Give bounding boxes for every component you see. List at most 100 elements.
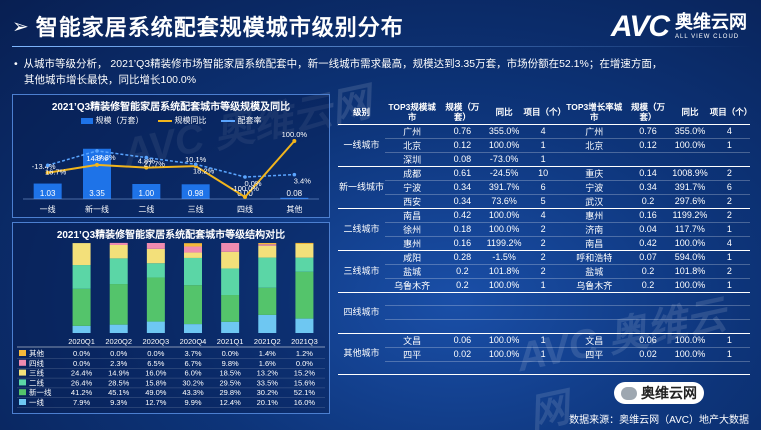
bar-value-label: 0.98 xyxy=(188,189,204,198)
stack-segment xyxy=(221,251,240,269)
arrow-icon: ➢ xyxy=(12,15,30,38)
table-cell: 0.76 xyxy=(624,124,672,139)
stack-segment xyxy=(184,285,202,325)
table-cell: 广州 xyxy=(563,124,625,139)
legend-bar-swatch xyxy=(80,117,93,124)
table-cell: 6 xyxy=(522,180,564,195)
scale-bar xyxy=(181,184,210,199)
table-row: 三线城市 咸阳 0.28 -1.5% 2 呼和浩特 0.07 594.0% 1 xyxy=(338,250,750,293)
table-cell: 0.07 xyxy=(624,250,672,265)
table-cell: 1 xyxy=(522,347,564,362)
legend-yoy: 规模同比 xyxy=(157,115,207,126)
table-cell: 0.02 xyxy=(439,347,486,362)
table-cell: 徐州 xyxy=(385,222,440,237)
stack-segment xyxy=(146,263,165,278)
table-cell: 2 xyxy=(522,222,564,237)
table-cell xyxy=(485,319,523,334)
table-cell: 2 xyxy=(708,166,750,181)
table-cell: 1 xyxy=(708,222,750,237)
logo-en-text: ALL VIEW CLOUD xyxy=(675,34,740,40)
table-cell xyxy=(624,292,672,307)
table-header-cell: 项目（个） xyxy=(522,100,566,125)
chart1-legend: 规模（万套） 规模同比 配套率 xyxy=(13,115,329,126)
scale-yoy-chart-panel: 2021’Q3精装修智能家居系统配套城市等级规模及同比 规模（万套） 规模同比 … xyxy=(12,94,330,218)
table-cell: 594.0% xyxy=(671,250,709,265)
table-cell: 1 xyxy=(522,138,564,153)
stack-segment xyxy=(221,321,240,333)
table-cell: 惠州 xyxy=(385,236,440,251)
table-cell: 100.0% xyxy=(485,333,523,348)
table-cell: 0.61 xyxy=(439,166,486,181)
yoy-value-label: -100.0% xyxy=(231,184,259,193)
table-cell xyxy=(624,305,672,320)
stack-segment xyxy=(221,268,240,296)
x-tick-label: 2020Q2 xyxy=(105,337,132,346)
table-cell: 100.0% xyxy=(485,347,523,362)
bar-value-label: 1.00 xyxy=(139,189,155,198)
data-table-cell: 6.5% xyxy=(147,359,164,368)
legend-swatch xyxy=(19,350,26,356)
table-cell: 0.14 xyxy=(624,166,672,181)
stack-segment xyxy=(109,284,128,325)
table-cell: 1199.2% xyxy=(671,208,709,223)
table-cell: 济南 xyxy=(563,222,625,237)
table-cell: 2 xyxy=(522,236,564,251)
table-cell: 1 xyxy=(708,250,750,265)
table-row: 宁波 0.34 391.7% 6 宁波 0.34 391.7% 6 xyxy=(338,180,750,195)
data-table-cell: 0.0% xyxy=(73,359,90,368)
table-cell: 1 xyxy=(708,278,750,293)
stack-segment xyxy=(295,318,314,333)
table-cell: 呼和浩特 xyxy=(563,250,625,265)
structure-chart: 2020Q1 2020Q2 2020Q3 2020Q4 2021Q1 2021Q2 2021… xyxy=(17,242,325,408)
summary-text: • 从城市等级分析， 2021’Q3精装修市场智能家居系统配套中，新一线城市需求… xyxy=(14,56,754,88)
stack-segment xyxy=(258,245,277,258)
x-tick-label: 一线 xyxy=(40,204,56,214)
table-cell: 深圳 xyxy=(385,152,440,167)
data-table-cell: 29.8% xyxy=(220,388,242,397)
table-header-cell: 项目（个） xyxy=(708,100,752,125)
structure-chart-panel: 2021’Q3精装修智能家居系统配套城市等级结构对比 2020Q1 2020Q2 2… xyxy=(12,222,330,414)
table-cell: 0.42 xyxy=(439,208,486,223)
legend-line-swatch xyxy=(157,119,172,122)
stack-segment xyxy=(184,252,202,258)
table-cell xyxy=(624,361,672,376)
data-table-cell: 3.7% xyxy=(184,349,201,358)
table-cell: 391.7% xyxy=(671,180,709,195)
table-cell: 100.0% xyxy=(671,138,709,153)
table-cell: 0.2 xyxy=(439,264,486,279)
table-cell: 2 xyxy=(708,194,750,209)
series-label: 三线 xyxy=(29,368,44,378)
bar-value-label: 0.08 xyxy=(287,189,303,198)
table-cell: 100.0% xyxy=(485,278,523,293)
table-cell: 乌鲁木齐 xyxy=(563,278,625,293)
table-cell xyxy=(563,152,625,167)
rate-value-label: 18.2% xyxy=(193,166,215,175)
table-cell: 宁波 xyxy=(563,180,625,195)
table-cell xyxy=(439,319,486,334)
table-header-cell: 同比 xyxy=(485,100,523,125)
table-cell: 2 xyxy=(522,250,564,265)
data-table-cell: 30.2% xyxy=(257,388,279,397)
table-row: 徐州 0.18 100.0% 2 济南 0.04 117.7% 1 xyxy=(338,222,750,237)
table-cell: 重庆 xyxy=(563,166,625,181)
wechat-badge: 奥维云网 xyxy=(614,382,704,404)
data-table-cell: 12.7% xyxy=(145,398,167,407)
rate-value-label: 3.4% xyxy=(294,177,311,186)
source-note: 数据来源：奥维云网（AVC）地产大数据 xyxy=(569,415,749,426)
stack-segment xyxy=(146,243,165,249)
table-cell: 武汉 xyxy=(563,194,625,209)
yoy-point xyxy=(45,170,50,175)
table-cell: 0.76 xyxy=(439,124,486,139)
table-cell xyxy=(385,292,440,307)
table-cell: 1008.9% xyxy=(671,166,709,181)
table-cell: 1 xyxy=(708,333,750,348)
table-cell xyxy=(624,152,672,167)
stack-segment xyxy=(72,288,91,326)
table-cell: 盐城 xyxy=(563,264,625,279)
data-table-cell: 29.5% xyxy=(220,378,242,387)
table-cell xyxy=(485,292,523,307)
x-tick-label: 2021Q3 xyxy=(291,337,318,346)
table-cell xyxy=(708,319,750,334)
x-tick-label: 2021Q2 xyxy=(254,337,281,346)
table-cell: 1 xyxy=(522,152,564,167)
